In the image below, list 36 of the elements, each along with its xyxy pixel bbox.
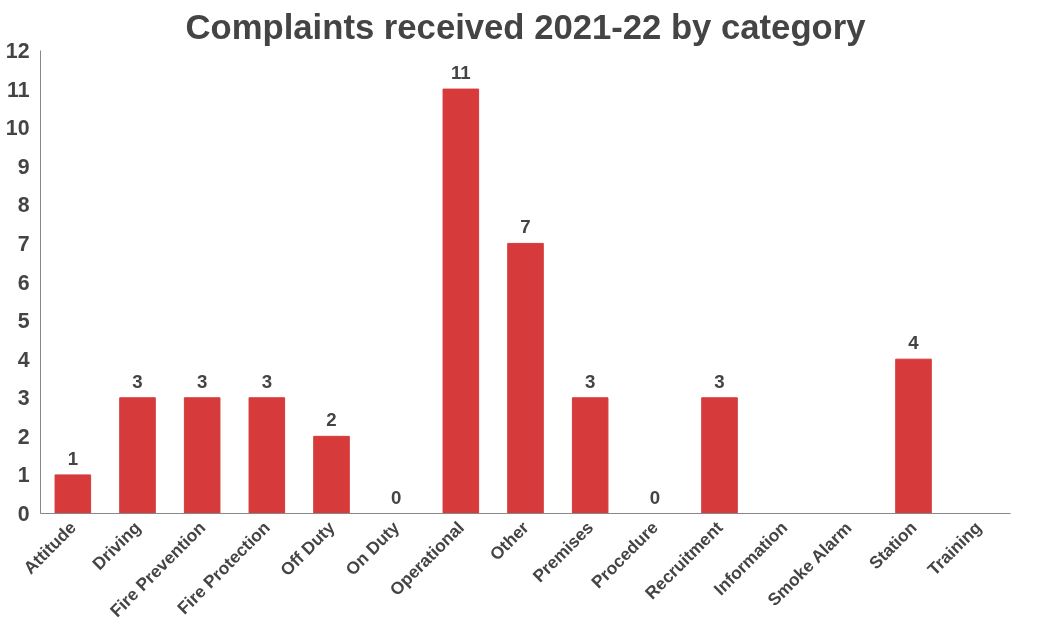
data-label: 0 xyxy=(649,486,661,508)
data-label: 4 xyxy=(908,332,920,354)
y-tick-label: 8 xyxy=(17,193,30,218)
bar xyxy=(895,358,932,514)
data-label: 3 xyxy=(196,370,208,392)
data-label: 3 xyxy=(714,370,725,392)
bar xyxy=(54,474,92,514)
bar xyxy=(248,397,286,514)
data-label: 3 xyxy=(261,370,273,392)
y-tick-label: 4 xyxy=(17,347,30,372)
y-tick-label: 1 xyxy=(17,463,30,488)
bar xyxy=(313,435,350,514)
y-tick-label: 5 xyxy=(17,309,30,334)
chart-title: Complaints received 2021-22 by category xyxy=(185,7,867,46)
y-tick-label: 7 xyxy=(17,231,30,256)
bar xyxy=(119,397,156,514)
y-tick-label: 12 xyxy=(5,39,30,63)
bar xyxy=(507,242,544,514)
y-tick-label: 3 xyxy=(17,386,30,411)
y-tick-label: 2 xyxy=(17,424,30,449)
data-label: 1 xyxy=(67,447,79,469)
data-label: 0 xyxy=(390,486,402,508)
bar xyxy=(571,397,609,514)
y-tick-label: 6 xyxy=(17,270,30,295)
data-label: 2 xyxy=(326,409,337,431)
data-label: 11 xyxy=(450,62,471,84)
data-label: 3 xyxy=(584,370,596,392)
y-tick-label: 0 xyxy=(17,502,30,526)
bar xyxy=(442,88,480,514)
bar xyxy=(701,397,738,514)
data-label: 7 xyxy=(520,216,531,238)
y-tick-label: 11 xyxy=(6,77,30,102)
y-tick-label: 9 xyxy=(17,154,30,179)
bar xyxy=(183,397,221,514)
y-tick-label: 10 xyxy=(5,116,30,141)
data-label: 3 xyxy=(132,370,143,392)
